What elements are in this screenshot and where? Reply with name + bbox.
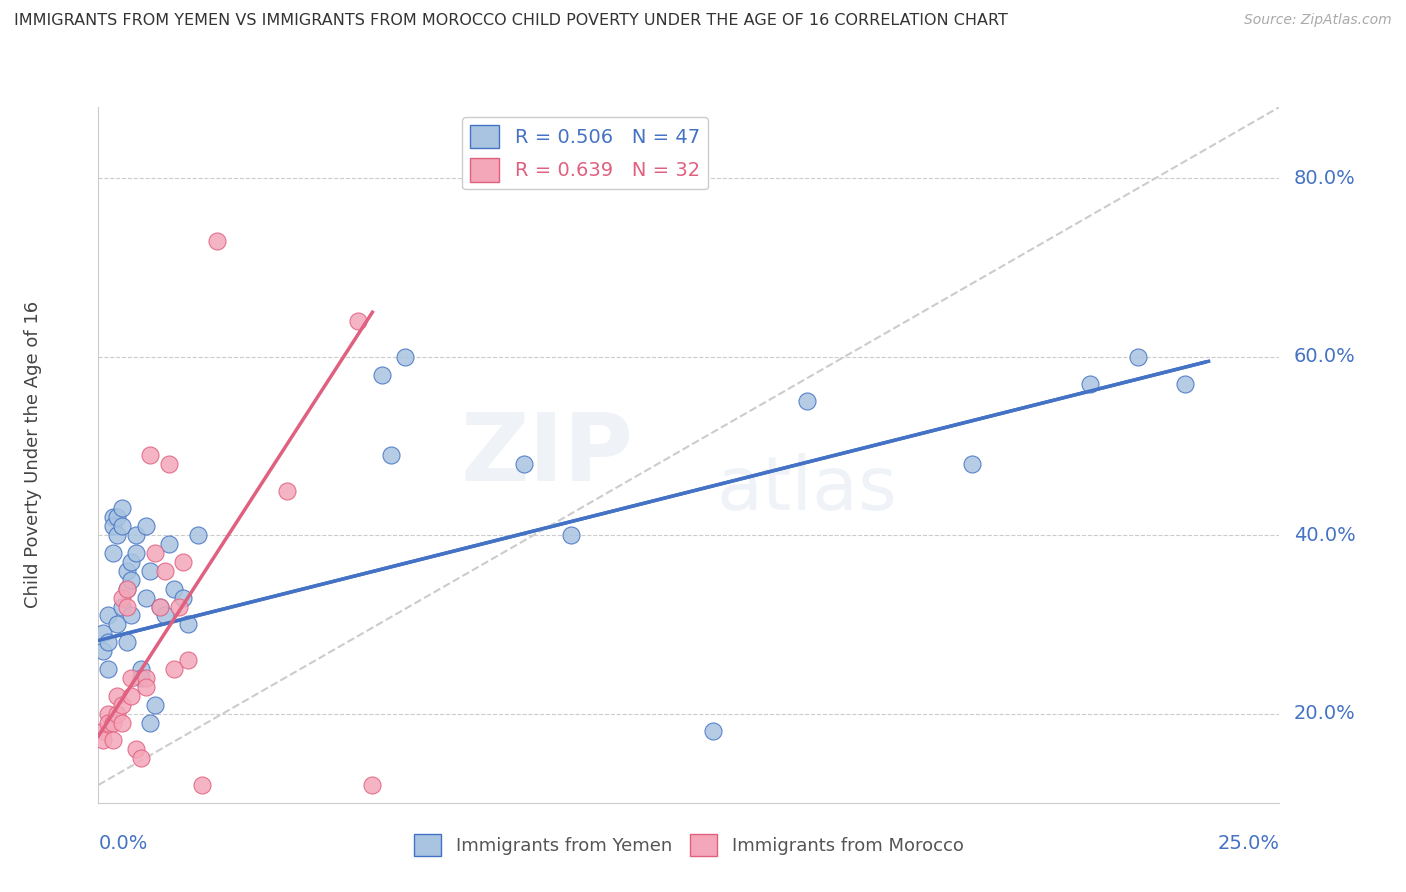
Point: [139, 715, 162, 730]
Point: [97, 706, 120, 721]
Point: [361, 778, 384, 792]
Point: [111, 698, 134, 712]
Point: [105, 706, 128, 721]
Point: [97, 715, 120, 730]
Text: 40.0%: 40.0%: [1294, 525, 1355, 545]
Point: [111, 501, 134, 516]
Point: [101, 733, 124, 747]
Point: [177, 617, 200, 632]
Point: [111, 599, 134, 614]
Point: [105, 528, 128, 542]
Point: [91, 644, 114, 658]
Point: [149, 599, 172, 614]
Point: [129, 751, 152, 765]
Point: [796, 394, 818, 409]
Point: [394, 350, 416, 364]
Point: [1126, 350, 1149, 364]
Point: [163, 582, 186, 596]
Point: [135, 519, 157, 533]
Point: [129, 662, 152, 676]
Point: [172, 591, 194, 605]
Point: [101, 519, 124, 533]
Legend: Immigrants from Yemen, Immigrants from Morocco: Immigrants from Yemen, Immigrants from M…: [408, 827, 970, 863]
Text: 80.0%: 80.0%: [1294, 169, 1355, 188]
Point: [139, 448, 162, 462]
Point: [163, 662, 186, 676]
Point: [91, 724, 114, 739]
Point: [191, 778, 214, 792]
Point: [1080, 376, 1102, 391]
Point: [177, 653, 200, 667]
Point: [157, 457, 180, 471]
Point: [121, 608, 143, 623]
Point: [380, 448, 402, 462]
Point: [129, 671, 152, 685]
Point: [371, 368, 394, 382]
Point: [115, 564, 138, 578]
Point: [115, 582, 138, 596]
Text: atlas: atlas: [717, 453, 897, 526]
Point: [105, 510, 128, 524]
Point: [347, 314, 370, 328]
Point: [205, 234, 228, 248]
Point: [121, 671, 143, 685]
Text: 0.0%: 0.0%: [98, 834, 148, 853]
Point: [125, 528, 148, 542]
Point: [512, 457, 534, 471]
Text: IMMIGRANTS FROM YEMEN VS IMMIGRANTS FROM MOROCCO CHILD POVERTY UNDER THE AGE OF : IMMIGRANTS FROM YEMEN VS IMMIGRANTS FROM…: [14, 13, 1008, 29]
Text: 60.0%: 60.0%: [1294, 347, 1355, 367]
Point: [101, 546, 124, 560]
Point: [702, 724, 724, 739]
Point: [153, 608, 176, 623]
Point: [1174, 376, 1197, 391]
Point: [111, 519, 134, 533]
Point: [125, 546, 148, 560]
Point: [962, 457, 984, 471]
Point: [91, 626, 114, 640]
Point: [187, 528, 209, 542]
Point: [101, 510, 124, 524]
Point: [91, 733, 114, 747]
Point: [167, 599, 190, 614]
Point: [115, 582, 138, 596]
Text: ZIP: ZIP: [461, 409, 634, 501]
Text: 25.0%: 25.0%: [1218, 834, 1279, 853]
Point: [276, 483, 298, 498]
Point: [121, 689, 143, 703]
Text: 20.0%: 20.0%: [1294, 704, 1355, 723]
Point: [121, 555, 143, 569]
Point: [97, 608, 120, 623]
Point: [115, 599, 138, 614]
Point: [105, 689, 128, 703]
Point: [172, 555, 194, 569]
Point: [101, 715, 124, 730]
Point: [111, 715, 134, 730]
Point: [121, 573, 143, 587]
Point: [143, 546, 166, 560]
Point: [111, 591, 134, 605]
Point: [97, 635, 120, 649]
Text: Source: ZipAtlas.com: Source: ZipAtlas.com: [1244, 13, 1392, 28]
Point: [135, 591, 157, 605]
Point: [560, 528, 582, 542]
Point: [97, 662, 120, 676]
Point: [105, 617, 128, 632]
Point: [139, 564, 162, 578]
Point: [135, 680, 157, 694]
Point: [149, 599, 172, 614]
Point: [125, 742, 148, 756]
Text: Child Poverty Under the Age of 16: Child Poverty Under the Age of 16: [24, 301, 42, 608]
Point: [135, 671, 157, 685]
Point: [153, 564, 176, 578]
Point: [157, 537, 180, 551]
Point: [143, 698, 166, 712]
Point: [115, 635, 138, 649]
